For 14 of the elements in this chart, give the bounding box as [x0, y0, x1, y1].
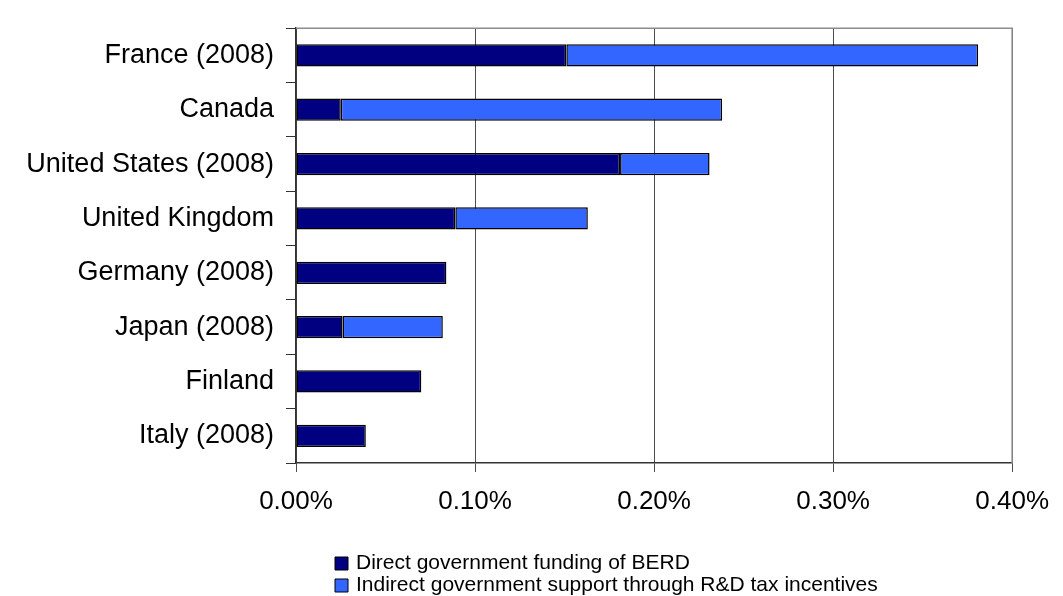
x-tick-label: 0.20% [617, 484, 691, 515]
y-tick-label: Italy (2008) [138, 419, 274, 450]
y-tick-label: United States (2008) [26, 147, 274, 178]
x-tick-label: 0.10% [438, 484, 512, 515]
y-tick-label: Japan (2008) [114, 310, 274, 341]
x-tick-label: 0.30% [796, 484, 870, 515]
y-tick-label: United Kingdom [81, 201, 274, 232]
y-tick-label: Finland [185, 364, 274, 395]
y-tick-label: Canada [179, 93, 275, 124]
y-tick-label: France (2008) [104, 38, 274, 69]
y-tick-label: Germany (2008) [77, 256, 274, 287]
x-tick-label: 0.00% [259, 484, 333, 515]
x-tick-label: 0.40% [975, 484, 1050, 515]
legend-label: Direct government funding of BERD [356, 549, 690, 573]
